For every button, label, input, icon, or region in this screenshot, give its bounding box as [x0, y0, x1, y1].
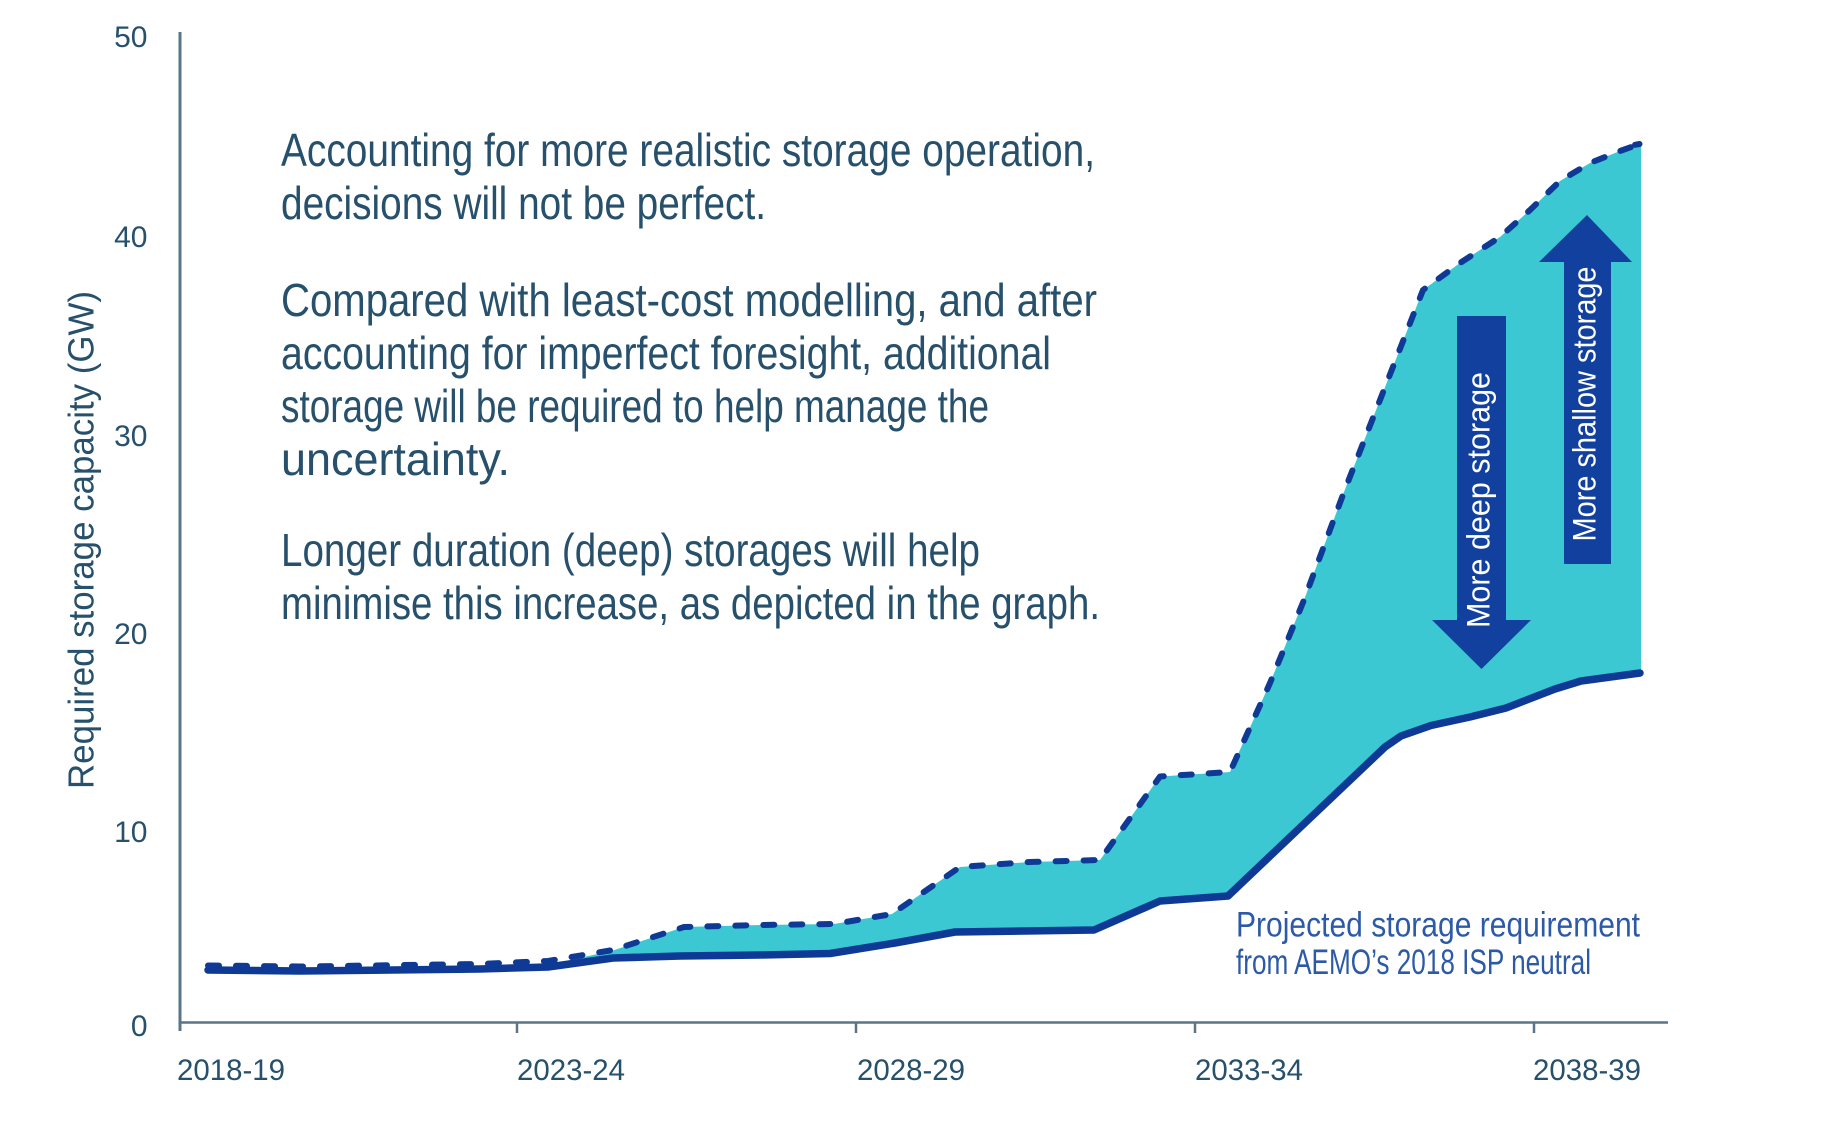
- svg-text:10: 10: [114, 816, 147, 849]
- svg-text:2023-24: 2023-24: [517, 1054, 625, 1087]
- svg-text:2033-34: 2033-34: [1195, 1054, 1303, 1087]
- svg-text:40: 40: [114, 221, 147, 254]
- svg-text:30: 30: [114, 420, 147, 453]
- svg-text:2028-29: 2028-29: [857, 1054, 965, 1087]
- svg-text:0: 0: [131, 1010, 148, 1043]
- svg-text:Required storage capacity (GW): Required storage capacity (GW): [61, 291, 102, 789]
- svg-text:Longer duration (deep) storage: Longer duration (deep) storages will hel…: [281, 524, 980, 576]
- svg-text:More shallow storage: More shallow storage: [1567, 267, 1603, 542]
- svg-text:Projected storage requirement: Projected storage requirement: [1236, 906, 1640, 945]
- svg-text:More deep storage: More deep storage: [1461, 372, 1497, 628]
- svg-text:Accounting for more realistic: Accounting for more realistic storage op…: [281, 124, 1095, 176]
- svg-text:20: 20: [114, 618, 147, 651]
- svg-text:uncertainty.: uncertainty.: [281, 433, 510, 485]
- svg-text:decisions will not be perfect.: decisions will not be perfect.: [281, 177, 766, 229]
- svg-text:2038-39: 2038-39: [1533, 1054, 1641, 1087]
- svg-text:storage will be required to he: storage will be required to help manage …: [281, 380, 989, 432]
- svg-text:accounting for imperfect fores: accounting for imperfect foresight, addi…: [281, 327, 1051, 379]
- svg-text:50: 50: [114, 21, 147, 54]
- svg-text:Compared with least-cost model: Compared with least-cost modelling, and …: [281, 274, 1097, 326]
- svg-text:2018-19: 2018-19: [177, 1054, 285, 1087]
- svg-text:minimise this increase, as dep: minimise this increase, as depicted in t…: [281, 577, 1100, 629]
- svg-text:from AEMO’s 2018 ISP neutral: from AEMO’s 2018 ISP neutral: [1236, 943, 1591, 982]
